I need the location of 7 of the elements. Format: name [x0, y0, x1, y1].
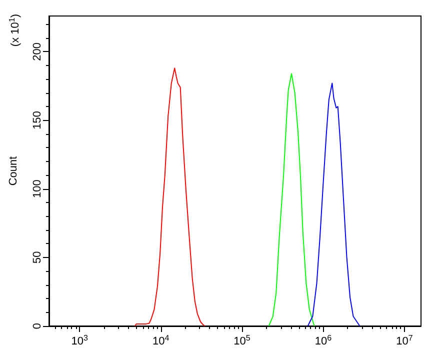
- y-tick-label: 200: [32, 42, 44, 61]
- y-tick-label: 150: [32, 111, 44, 130]
- text: (x 101): [8, 14, 22, 47]
- y-tick-label: 0: [32, 322, 44, 330]
- y-axis-title: Count: [8, 156, 20, 186]
- y-tick-label: 100: [32, 180, 44, 198]
- y-tick-label: 50: [32, 251, 44, 264]
